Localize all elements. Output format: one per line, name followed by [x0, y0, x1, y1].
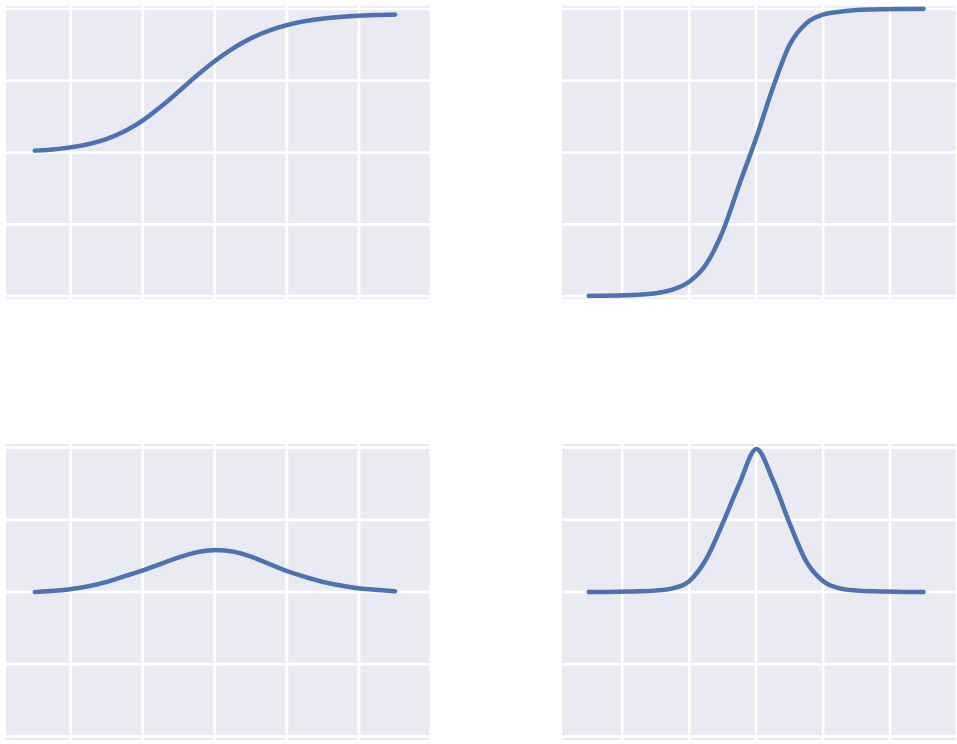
chart-top-left	[6, 6, 433, 299]
series-line	[586, 6, 926, 299]
chart-bottom-right	[562, 444, 957, 740]
series-line	[32, 12, 398, 153]
chart-bottom-left	[6, 444, 433, 740]
series-line	[32, 547, 398, 595]
series-line	[586, 446, 926, 595]
chart-top-right	[562, 6, 957, 299]
